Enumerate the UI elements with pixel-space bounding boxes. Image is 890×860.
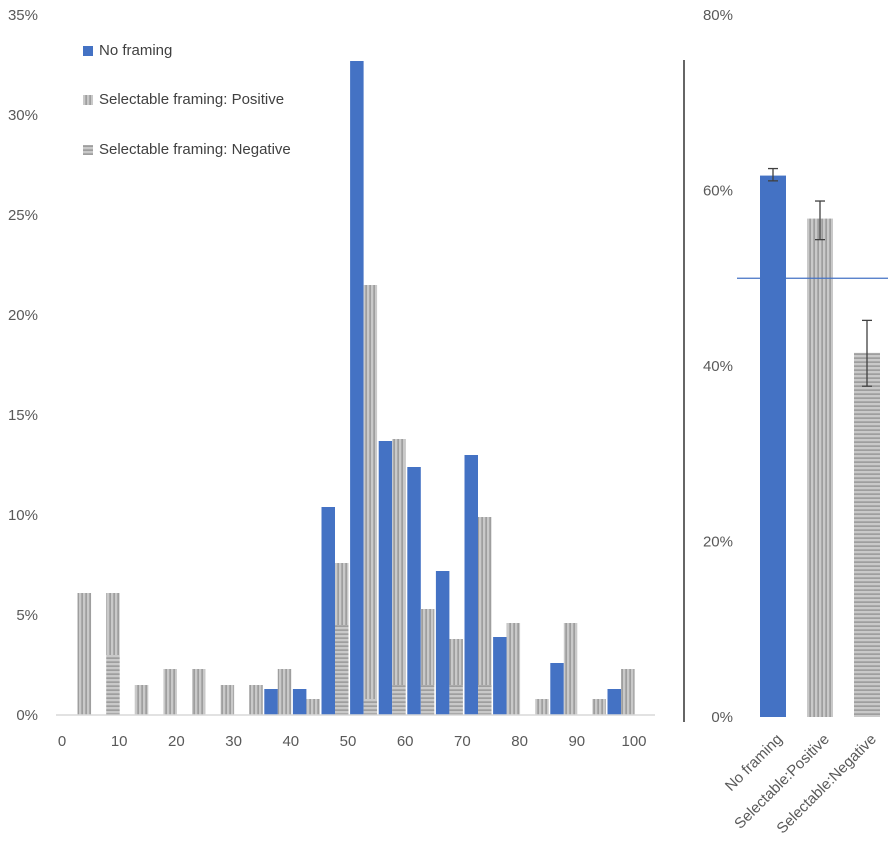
bar-selectable-positive [106, 593, 120, 655]
x-tick-label: 80 [511, 733, 528, 750]
y-tick-label: 15% [8, 407, 38, 424]
legend-label: Selectable framing: Positive [99, 91, 284, 108]
bar-selectable-negative [420, 685, 435, 715]
bar-selectable-negative [363, 699, 378, 715]
x-tick-label: 50 [340, 733, 357, 750]
bar-selectable-negative [854, 352, 880, 717]
bar-selectable-positive [449, 639, 463, 685]
y-tick-label: 0% [16, 707, 38, 724]
y-tick-label: 5% [16, 607, 38, 624]
y-tick-label: 60% [703, 183, 733, 200]
y-tick-label: 25% [8, 207, 38, 224]
bar-selectable-negative [335, 625, 349, 715]
bar-selectable-negative [478, 685, 492, 715]
bar-selectable-positive [134, 685, 149, 715]
bar-selectable-positive [163, 669, 177, 715]
bar-no-framing [760, 175, 786, 717]
y-tick-label: 0% [711, 709, 733, 726]
bar-selectable-positive [192, 669, 206, 715]
bar-no-framing [264, 689, 278, 715]
histogram-chart: 0% 5% 10% 15% 20% 25% 30% 35% 0 10 20 30 40 50 60 70 80 9… [8, 7, 655, 750]
bar-selectable-positive [249, 685, 263, 715]
bar-selectable-positive [277, 669, 292, 715]
bar-no-framing [350, 61, 364, 715]
bar-selectable-negative [392, 685, 406, 715]
legend-swatch [83, 145, 93, 155]
y-tick-label: 40% [703, 358, 733, 375]
bar-no-framing [292, 689, 307, 715]
y-tick-label: 20% [703, 534, 733, 551]
bar-selectable-positive [220, 685, 235, 715]
bar-no-framing [378, 441, 393, 715]
legend-swatch [83, 46, 93, 56]
y-tick-label: 80% [703, 7, 733, 24]
bar-selectable-negative [449, 685, 463, 715]
y-tick-label: 20% [8, 307, 38, 324]
legend-label: Selectable framing: Negative [99, 141, 291, 158]
bar-selectable-positive [77, 593, 92, 715]
bar-selectable-positive [807, 218, 833, 717]
bar-selectable-positive [621, 669, 635, 715]
x-tick-label: 70 [454, 733, 471, 750]
bar-no-framing [550, 663, 564, 715]
bar-no-framing [435, 571, 450, 715]
bar-selectable-positive [392, 439, 406, 685]
legend-swatch [83, 95, 93, 105]
summary-bar-chart: 0%20%40%60%80%No framingSelectable:Posit… [683, 7, 888, 837]
x-tick-label: 20 [168, 733, 185, 750]
bar-no-framing [493, 637, 507, 715]
x-tick-label: 10 [111, 733, 128, 750]
bar-no-framing [321, 507, 335, 715]
x-tick-label: 60 [397, 733, 414, 750]
bar-selectable-positive [535, 699, 549, 715]
bar-selectable-positive [478, 517, 492, 685]
x-tick-label: 40 [282, 733, 299, 750]
bar-selectable-positive [363, 285, 378, 699]
x-tick-label: 0 [58, 733, 66, 750]
bar-no-framing [607, 689, 621, 715]
y-tick-label: 35% [8, 7, 38, 24]
y-tick-label: 30% [8, 107, 38, 124]
x-tick-label: 30 [225, 733, 242, 750]
bar-selectable-positive [563, 623, 578, 715]
legend-label: No framing [99, 42, 172, 59]
bar-no-framing [464, 455, 478, 715]
bar-selectable-positive [506, 623, 521, 715]
bar-no-framing [407, 467, 421, 715]
bar-selectable-positive [592, 699, 606, 715]
bar-selectable-positive [335, 563, 349, 625]
x-tick-label: 100 [621, 733, 646, 750]
bar-selectable-positive [420, 609, 435, 685]
bar-selectable-positive [306, 699, 320, 715]
x-tick-label: 90 [568, 733, 585, 750]
y-tick-label: 10% [8, 507, 38, 524]
bar-selectable-negative [106, 655, 120, 715]
